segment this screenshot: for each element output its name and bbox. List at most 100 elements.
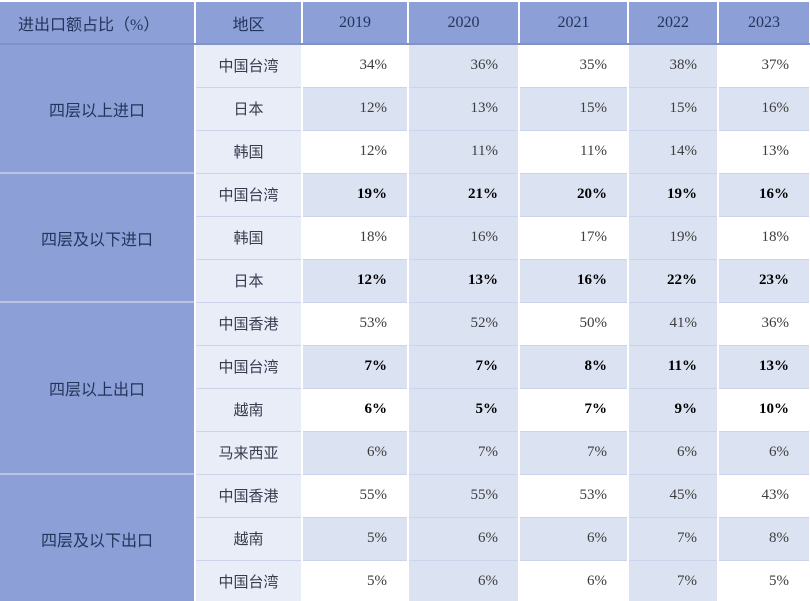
value-cell: 55% [302, 474, 409, 518]
value-cell: 37% [718, 44, 810, 88]
region-cell: 日本 [195, 259, 303, 303]
table-row: 日本 12% 13% 15% 15% 16% [0, 87, 810, 131]
table-row: 四层及以下出口 中国香港 55% 55% 53% 45% 43% [0, 473, 810, 601]
region-cell: 马来西亚 [195, 431, 303, 475]
value-cell: 11% [519, 130, 629, 174]
table-body: 四层以上进口 中国台湾 34% 36% 35% 38% 37% 日本 12% 13% 15% 15% 1… [0, 44, 810, 601]
region-cell: 中国台湾 [195, 173, 303, 217]
table-row: 四层及以下进口 中国台湾 19% 21% 20% 19% 16% [0, 172, 810, 302]
value-cell: 6% [628, 431, 719, 475]
value-cell: 7% [408, 431, 520, 475]
value-cell: 13% [408, 259, 520, 303]
value-cell: 7% [302, 345, 409, 389]
group-label-cell: 四层及以下进口 [0, 172, 196, 302]
group-label-cell: 四层以上出口 [0, 301, 196, 474]
value-cell: 16% [718, 87, 810, 131]
value-cell: 7% [408, 345, 520, 389]
table-row: 韩国 12% 11% 11% 14% 13% [0, 130, 810, 174]
value-cell: 5% [408, 388, 520, 432]
value-cell: 8% [519, 345, 629, 389]
region-cell: 韩国 [195, 130, 303, 174]
value-cell: 14% [628, 130, 719, 174]
value-cell: 19% [302, 173, 409, 217]
value-cell: 11% [628, 345, 719, 389]
value-cell: 13% [718, 345, 810, 389]
value-cell: 23% [718, 259, 810, 303]
value-cell: 15% [628, 87, 719, 131]
value-cell: 43% [718, 474, 810, 518]
value-cell: 6% [519, 560, 629, 601]
value-cell: 7% [519, 388, 629, 432]
year-header: 2019 [302, 2, 409, 45]
value-cell: 36% [718, 302, 810, 346]
value-cell: 53% [302, 302, 409, 346]
value-cell: 19% [628, 216, 719, 260]
region-cell: 越南 [195, 517, 303, 561]
region-cell: 中国香港 [195, 474, 303, 518]
value-cell: 15% [519, 87, 629, 131]
table-row: 中国台湾 5% 6% 6% 7% 5% [0, 560, 810, 601]
year-header: 2021 [519, 2, 629, 45]
value-cell: 55% [408, 474, 520, 518]
value-cell: 34% [302, 44, 409, 88]
value-cell: 13% [718, 130, 810, 174]
value-cell: 10% [718, 388, 810, 432]
value-cell: 50% [519, 302, 629, 346]
value-cell: 6% [302, 388, 409, 432]
year-header: 2022 [628, 2, 719, 45]
value-cell: 6% [718, 431, 810, 475]
group-label-cell: 四层及以下出口 [0, 473, 196, 601]
value-cell: 45% [628, 474, 719, 518]
year-header: 2023 [718, 2, 810, 45]
value-cell: 5% [302, 560, 409, 601]
value-cell: 7% [628, 560, 719, 601]
value-cell: 17% [519, 216, 629, 260]
group-label-cell: 四层以上进口 [0, 44, 196, 173]
value-cell: 22% [628, 259, 719, 303]
table-row: 越南 6% 5% 7% 9% 10% [0, 388, 810, 432]
region-cell: 日本 [195, 87, 303, 131]
value-cell: 20% [519, 173, 629, 217]
value-cell: 7% [519, 431, 629, 475]
value-cell: 16% [718, 173, 810, 217]
region-cell: 中国香港 [195, 302, 303, 346]
value-cell: 9% [628, 388, 719, 432]
table-row: 韩国 18% 16% 17% 19% 18% [0, 216, 810, 260]
value-cell: 21% [408, 173, 520, 217]
value-cell: 18% [302, 216, 409, 260]
table-row: 马来西亚 6% 7% 7% 6% 6% [0, 431, 810, 475]
value-cell: 38% [628, 44, 719, 88]
region-cell: 越南 [195, 388, 303, 432]
table-row: 中国台湾 7% 7% 8% 11% 13% [0, 345, 810, 389]
value-cell: 53% [519, 474, 629, 518]
region-cell: 中国台湾 [195, 560, 303, 601]
value-cell: 6% [408, 560, 520, 601]
region-cell: 中国台湾 [195, 345, 303, 389]
year-header: 2020 [408, 2, 520, 45]
value-cell: 5% [302, 517, 409, 561]
table-title-cell: 进出口额占比（%） [0, 2, 196, 45]
table-row: 四层以上进口 中国台湾 34% 36% 35% 38% 37% [0, 44, 810, 173]
value-cell: 6% [519, 517, 629, 561]
value-cell: 52% [408, 302, 520, 346]
value-cell: 11% [408, 130, 520, 174]
value-cell: 7% [628, 517, 719, 561]
value-cell: 6% [302, 431, 409, 475]
value-cell: 12% [302, 130, 409, 174]
value-cell: 35% [519, 44, 629, 88]
table-row: 四层以上出口 中国香港 53% 52% 50% 41% 36% [0, 301, 810, 474]
value-cell: 19% [628, 173, 719, 217]
value-cell: 16% [519, 259, 629, 303]
value-cell: 36% [408, 44, 520, 88]
value-cell: 16% [408, 216, 520, 260]
value-cell: 5% [718, 560, 810, 601]
value-cell: 12% [302, 87, 409, 131]
region-column-header: 地区 [195, 2, 303, 45]
value-cell: 6% [408, 517, 520, 561]
value-cell: 13% [408, 87, 520, 131]
region-cell: 韩国 [195, 216, 303, 260]
table-row: 越南 5% 6% 6% 7% 8% [0, 517, 810, 561]
value-cell: 12% [302, 259, 409, 303]
